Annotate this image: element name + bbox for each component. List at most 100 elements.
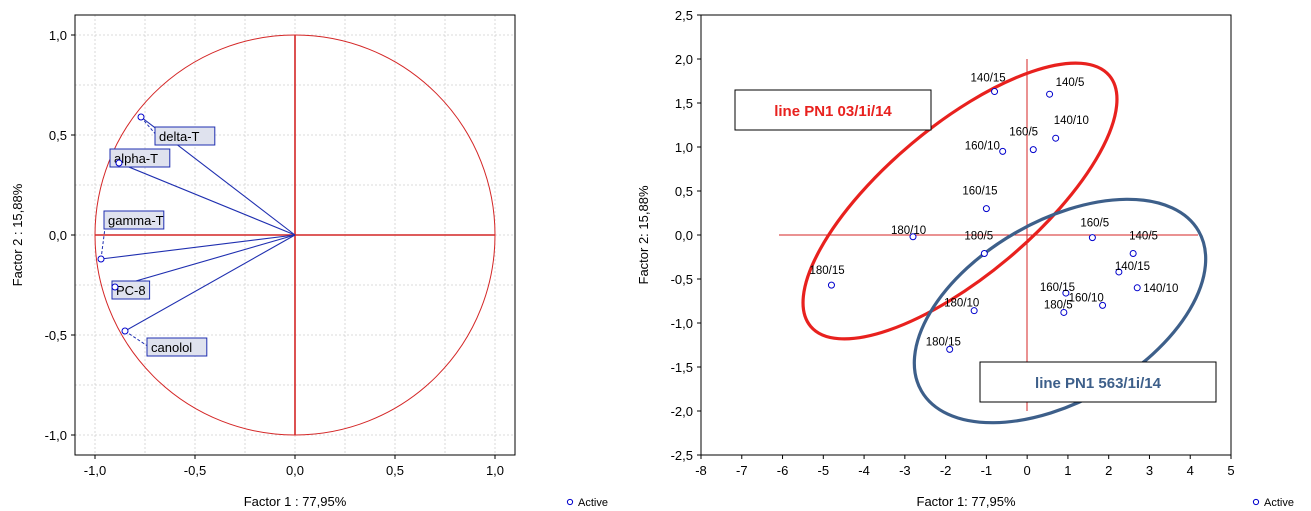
score-point-label: 140/10 [1143, 283, 1178, 295]
x-tick-label: -0,5 [184, 463, 206, 478]
y-tick-label: -1,0 [45, 428, 67, 443]
score-point-label: 140/5 [1056, 77, 1085, 89]
score-point [970, 307, 978, 315]
score-point-label: 180/10 [891, 225, 926, 237]
x-tick-label: -8 [695, 463, 707, 478]
group-label-box-blue [979, 361, 1217, 403]
loading-vector-line [114, 234, 296, 288]
score-point-label: 140/15 [971, 73, 1006, 85]
score-point-label: 180/5 [964, 230, 993, 242]
loadings-legend-marker [566, 498, 574, 506]
score-point-label: 160/10 [1069, 292, 1104, 304]
y-tick-label: -0,5 [45, 328, 67, 343]
score-point [1115, 268, 1123, 276]
score-point [1129, 249, 1137, 257]
group-label-box-red [734, 89, 932, 131]
scores-ticks: -8 -7 -6 -5 -4 -3 -2 -1 0 1 2 3 4 5 2,5 2,0 1,5 1,0 0,5 0,0… [671, 8, 1235, 478]
score-point-label: 180/15 [809, 265, 844, 277]
variable-label: gamma-T [108, 213, 164, 228]
loading-vector-line [118, 162, 296, 236]
loading-point [97, 255, 105, 263]
x-tick-label: -3 [899, 463, 911, 478]
y-tick-label: -2,5 [671, 448, 693, 463]
x-tick-label: 0,0 [286, 463, 304, 478]
score-point [1062, 289, 1070, 297]
score-point-label: 160/5 [1009, 127, 1038, 139]
variable-label-box [111, 280, 151, 300]
score-point [1099, 301, 1107, 309]
score-point [827, 281, 835, 289]
y-tick-label: -1,0 [671, 316, 693, 331]
score-point-label: 140/5 [1129, 230, 1158, 242]
scores-legend-label: Active [1264, 497, 1294, 509]
x-tick-label: 1 [1064, 463, 1071, 478]
x-tick-label: -5 [818, 463, 830, 478]
loading-vector-line [124, 234, 296, 332]
score-point [999, 147, 1007, 155]
x-tick-label: -7 [736, 463, 748, 478]
scores-x-axis-label: Factor 1: 77,95% [917, 494, 1016, 509]
score-point-label: 180/5 [1044, 299, 1073, 311]
score-point [1046, 90, 1054, 98]
scores-legend-marker [1252, 498, 1260, 506]
score-point-label: 160/5 [1080, 218, 1109, 230]
score-point-label: 140/10 [1054, 115, 1089, 127]
score-point-label: 160/10 [965, 140, 1000, 152]
score-point [1133, 284, 1141, 292]
score-point [982, 205, 990, 213]
score-point-label: 180/10 [944, 298, 979, 310]
loading-point [115, 159, 123, 167]
score-point [1088, 234, 1096, 242]
y-tick-label: 2,0 [675, 52, 693, 67]
score-points: 140/15 140/5140/10160/5160/10160/15180/10… [809, 73, 1178, 353]
x-tick-label: -4 [858, 463, 870, 478]
variable-label-box [146, 337, 208, 357]
y-tick-label: 2,5 [675, 8, 693, 23]
y-tick-label: 0,0 [49, 228, 67, 243]
scores-y-axis-label: Factor 2: 15,88% [636, 185, 651, 284]
loadings-y-axis-label: Factor 2 : 15,88% [10, 183, 25, 286]
y-tick-label: -0,5 [671, 272, 693, 287]
score-point-label: 180/15 [926, 336, 961, 348]
variable-label: delta-T [159, 129, 200, 144]
group-label-blue: line PN1 563/1i/14 [1035, 375, 1162, 392]
variable-label: PC-8 [116, 283, 146, 298]
score-point [1060, 308, 1068, 316]
variable-label-box [103, 210, 165, 230]
x-tick-label: 2 [1105, 463, 1112, 478]
label-leader-line [140, 116, 158, 137]
y-tick-label: 1,0 [49, 28, 67, 43]
y-tick-label: 0,5 [49, 128, 67, 143]
variable-label-box [109, 148, 171, 168]
x-tick-label: -1,0 [84, 463, 106, 478]
variable-label: alpha-T [114, 151, 158, 166]
x-tick-label: 4 [1187, 463, 1194, 478]
x-tick-label: -2 [940, 463, 952, 478]
score-point [1029, 146, 1037, 154]
score-point-label: 160/15 [1040, 282, 1075, 294]
loading-point [111, 283, 119, 291]
x-tick-label: 0,5 [386, 463, 404, 478]
score-point [946, 345, 954, 353]
score-point-label: 140/15 [1115, 261, 1150, 273]
x-tick-label: 1,0 [486, 463, 504, 478]
score-point [980, 249, 988, 257]
variable-label-box [154, 126, 216, 146]
scores-chart: 140/15 140/5140/10160/5160/10160/15180/10… [636, 8, 1294, 509]
loadings-x-axis-label: Factor 1 : 77,95% [244, 494, 347, 509]
y-tick-label: -1,5 [671, 360, 693, 375]
group-ellipse-red [801, 61, 1119, 341]
variable-label: canolol [151, 340, 192, 355]
y-tick-label: 0,5 [675, 184, 693, 199]
x-tick-label: 3 [1146, 463, 1153, 478]
loading-vector-line [100, 234, 296, 260]
group-label-red: line PN1 03/1i/14 [774, 103, 892, 120]
loading-point [137, 113, 145, 121]
x-tick-label: 0 [1024, 463, 1031, 478]
loadings-ticks: -1,0 -0,5 0,0 0,5 1,0 1,0 0,5 0,0 -0,5 -1,0 [45, 28, 504, 478]
x-tick-label: 5 [1227, 463, 1234, 478]
loadings-legend-label: Active [578, 497, 608, 509]
